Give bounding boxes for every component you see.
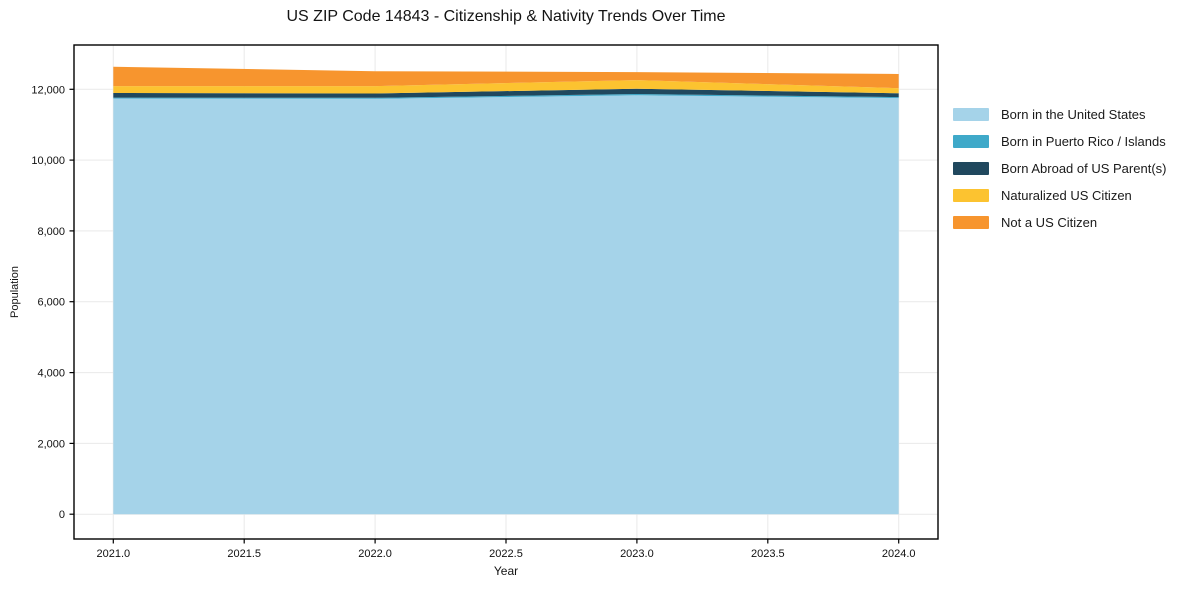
y-tick-label: 12,000 <box>31 84 65 96</box>
area-series-4 <box>113 66 899 89</box>
x-tick-label: 2024.0 <box>882 548 916 560</box>
x-tick-label: 2021.5 <box>227 548 261 560</box>
legend-swatch <box>953 107 989 121</box>
legend-swatch <box>953 188 989 202</box>
area-series-1 <box>113 94 899 99</box>
x-axis-label: Year <box>493 564 519 578</box>
plot-svg: 2021.0 2021.5 2022.0 2022.5 2023.0 2023.5 2024… <box>31 44 939 560</box>
legend-item: Born in the United States <box>953 106 1166 122</box>
area-series-3 <box>113 80 899 94</box>
y-tick-label: 4,000 <box>37 368 65 380</box>
y-tick-label: 2,000 <box>37 438 65 450</box>
x-tick-label: 2023.5 <box>751 548 785 560</box>
x-tick-label: 2021.0 <box>96 548 130 560</box>
y-tick-label: 0 <box>59 509 65 521</box>
legend-swatch <box>953 161 989 175</box>
y-tick-label: 6,000 <box>37 297 65 309</box>
legend-swatch <box>953 215 989 229</box>
area-series-2 <box>113 88 899 98</box>
y-tick-label: 8,000 <box>37 226 65 238</box>
x-tick-label: 2023.0 <box>620 548 654 560</box>
x-tick-label: 2022.0 <box>358 548 392 560</box>
legend-label: Born in Puerto Rico / Islands <box>1001 133 1166 149</box>
legend-item: Naturalized US Citizen <box>953 187 1166 203</box>
legend-label: Naturalized US Citizen <box>1001 187 1132 203</box>
legend-label: Born in the United States <box>1001 106 1146 122</box>
legend-item: Not a US Citizen <box>953 214 1166 230</box>
legend-item: Born Abroad of US Parent(s) <box>953 160 1167 176</box>
chart-title: US ZIP Code 14843 - Citizenship & Nativi… <box>286 8 726 25</box>
legend-item: Born in Puerto Rico / Islands <box>953 133 1166 149</box>
legend-swatch <box>953 134 989 148</box>
y-axis-label: Population <box>9 266 21 318</box>
area-series-0 <box>113 95 899 515</box>
y-tick-label: 10,000 <box>31 155 65 167</box>
x-tick-label: 2022.5 <box>489 548 523 560</box>
legend-label: Not a US Citizen <box>1001 214 1098 230</box>
legend: Born in the United States Born in Puerto … <box>953 106 1167 230</box>
legend-label: Born Abroad of US Parent(s) <box>1001 160 1167 176</box>
